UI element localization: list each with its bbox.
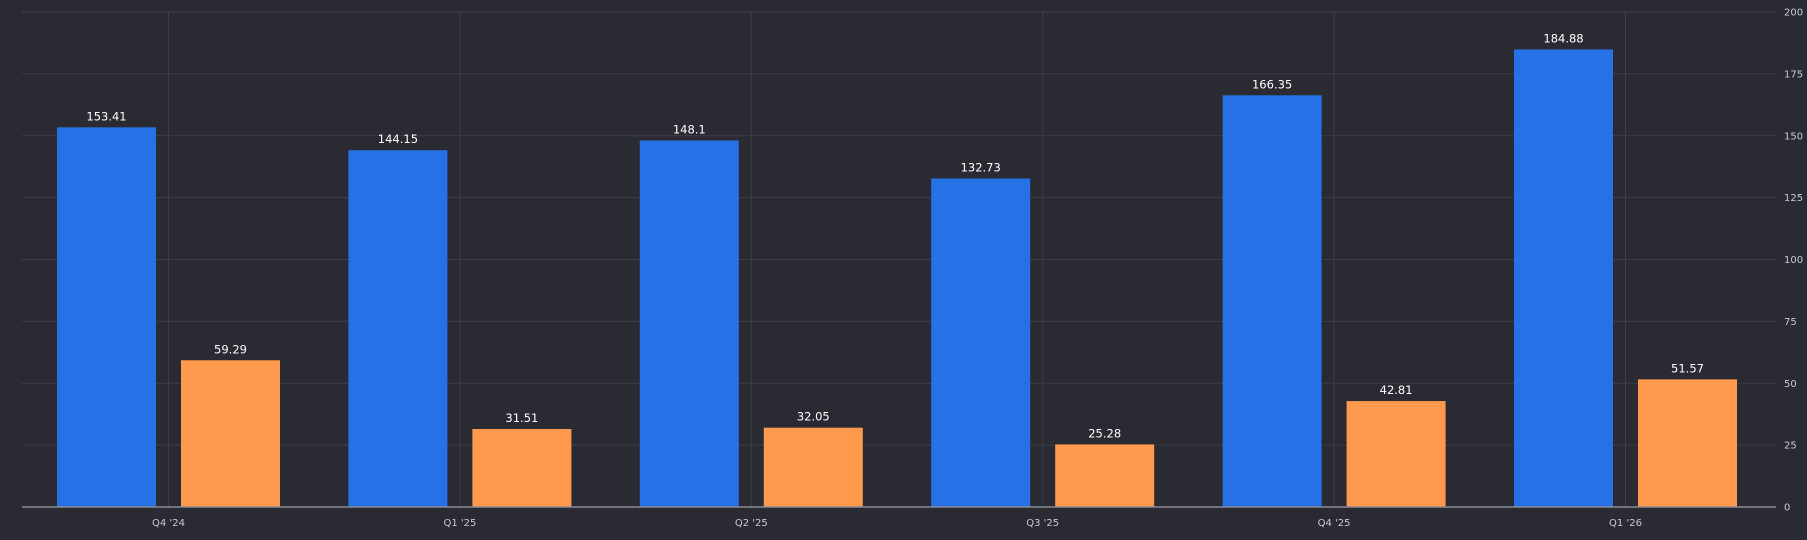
bar-value-label: 132.73 [961, 160, 1001, 174]
bar-value-label: 25.28 [1088, 426, 1121, 440]
bar-value-label: 59.29 [214, 342, 247, 356]
bar-series-2[interactable] [1638, 379, 1737, 507]
y-tick-label: 175 [1784, 69, 1803, 80]
bar-series-1[interactable] [931, 178, 1031, 507]
y-tick-label: 0 [1784, 503, 1790, 514]
y-tick-label: 75 [1784, 317, 1797, 328]
bar-value-label: 42.81 [1380, 383, 1413, 397]
bar-series-1[interactable] [639, 140, 739, 507]
bar-value-label: 144.15 [378, 132, 418, 146]
bars-layer [57, 49, 1737, 508]
x-tick-label: Q4 '25 [1318, 518, 1351, 529]
data-labels-layer: 153.41 144.15 148.1 132.73 166.35 184.88 59.29… [86, 31, 1704, 440]
bar-series-2[interactable] [1346, 401, 1446, 507]
bar-series-2[interactable] [472, 429, 572, 507]
y-tick-label: 150 [1784, 131, 1803, 142]
x-tick-label: Q1 '26 [1609, 518, 1642, 529]
bar-value-label: 166.35 [1252, 77, 1292, 91]
bar-value-label: 153.41 [86, 109, 126, 123]
x-tick-label: Q4 '24 [152, 518, 185, 529]
bar-value-label: 51.57 [1671, 361, 1704, 375]
x-tick-label: Q2 '25 [735, 518, 768, 529]
y-tick-label: 125 [1784, 193, 1803, 204]
axis-layer: 0 25 50 75 100 125 150 175 200 Q4 '24 Q1 '25 Q2 '25… [22, 8, 1803, 529]
bar-series-2[interactable] [1055, 444, 1155, 507]
bar-value-label: 32.05 [797, 410, 830, 424]
bar-value-label: 31.51 [505, 411, 538, 425]
bar-series-1[interactable] [57, 127, 156, 508]
bar-value-label: 184.88 [1543, 31, 1583, 45]
y-tick-label: 25 [1784, 441, 1797, 452]
x-tick-label: Q1 '25 [443, 518, 476, 529]
bar-value-label: 148.1 [673, 122, 706, 136]
x-tick-label: Q3 '25 [1026, 518, 1059, 529]
y-tick-label: 100 [1784, 255, 1803, 266]
bar-series-1[interactable] [348, 150, 448, 507]
bar-series-2[interactable] [181, 360, 280, 507]
grid-layer [22, 11, 1776, 507]
bar-series-2[interactable] [763, 427, 863, 507]
bar-series-1[interactable] [1514, 49, 1613, 508]
y-tick-label: 50 [1784, 379, 1797, 390]
y-tick-label: 200 [1784, 8, 1803, 19]
bar-series-1[interactable] [1222, 95, 1322, 507]
